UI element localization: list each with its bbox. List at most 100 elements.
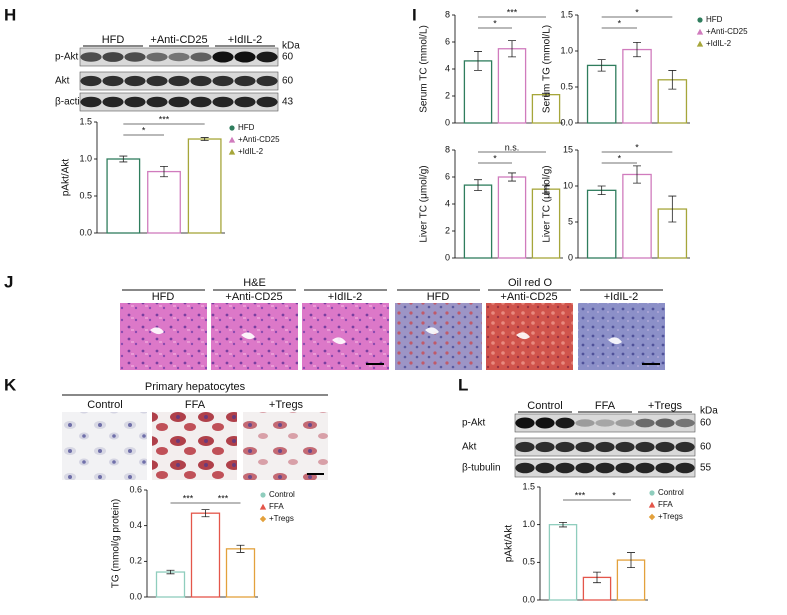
blot-band — [615, 441, 635, 453]
significance-label: * — [493, 18, 497, 28]
error-bar — [627, 552, 635, 569]
blot-band — [234, 75, 256, 87]
blot-size: 60 — [282, 52, 294, 63]
legend-symbol — [697, 17, 703, 23]
blot-band — [555, 417, 575, 429]
blot-band — [515, 417, 535, 429]
blot-band — [575, 462, 595, 474]
blot-band — [535, 441, 555, 453]
blot-band — [635, 418, 655, 428]
error-bar — [668, 195, 677, 223]
y-tick-label: 1.5 — [522, 481, 535, 491]
bar — [463, 184, 493, 259]
y-tick-label: 0 — [445, 117, 450, 127]
bar — [225, 548, 256, 598]
blot-band — [146, 52, 168, 62]
blot-band — [655, 441, 675, 453]
blot-band — [515, 462, 535, 474]
y-axis-label: Serum TC (mmol/L) — [419, 25, 430, 113]
y-tick-label: 1.5 — [560, 9, 573, 19]
error-bar — [508, 40, 516, 58]
stain-group-label: +Anti-CD25 — [500, 291, 557, 303]
y-tick-label: 0.5 — [560, 81, 573, 91]
bar — [187, 138, 222, 234]
legend-label: Control — [269, 490, 295, 499]
blot-band — [515, 441, 535, 453]
error-bar — [593, 571, 601, 584]
blot-band — [555, 441, 575, 453]
blot-band — [124, 96, 146, 108]
blot-band — [212, 75, 234, 87]
error-bar — [474, 179, 482, 191]
blot-band — [635, 462, 655, 474]
legend-label: +IdIL-2 — [706, 39, 732, 48]
stain-group-label: HFD — [152, 291, 175, 303]
error-bar — [200, 137, 209, 141]
error-bar — [668, 70, 677, 90]
legend-label: FFA — [658, 500, 673, 509]
legend-symbol — [648, 513, 656, 521]
blot-band — [675, 462, 695, 474]
error-bar — [542, 92, 550, 97]
legend-symbol — [649, 490, 655, 496]
blot-band — [102, 75, 124, 87]
legend-label: HFD — [706, 15, 723, 24]
significance-label: *** — [183, 493, 194, 503]
y-tick-label: 2 — [445, 90, 450, 100]
y-tick-label: 1.0 — [560, 45, 573, 55]
histology-image — [578, 303, 665, 370]
vessel — [241, 332, 255, 340]
significance-label: * — [635, 142, 639, 152]
y-tick-label: 0.6 — [129, 484, 142, 494]
blot-band — [256, 51, 278, 63]
legend-symbol — [259, 515, 267, 523]
blot-group-label: +Anti-CD25 — [150, 34, 207, 46]
legend-symbol — [260, 492, 266, 498]
blot-protein: p-Akt — [462, 418, 486, 429]
bar — [497, 48, 527, 124]
stain-group-label: HFD — [427, 291, 450, 303]
y-tick-label: 0.0 — [129, 591, 142, 601]
bar — [586, 189, 617, 259]
blot-band — [80, 75, 102, 87]
y-tick-label: 2 — [445, 225, 450, 235]
error-bar — [474, 51, 482, 71]
blot-group-label: +Tregs — [648, 400, 683, 412]
blot-size: 60 — [700, 442, 712, 453]
blot-band — [234, 51, 256, 63]
legend-symbol — [228, 148, 236, 155]
panel-letter: H — [4, 5, 16, 24]
error-bar — [119, 155, 128, 163]
bar — [622, 48, 652, 124]
bar — [586, 64, 617, 124]
stain-group-label: +IdIL-2 — [328, 291, 363, 303]
hepatocyte-image — [62, 412, 147, 480]
error-bar — [597, 59, 606, 72]
blot-band — [635, 441, 655, 453]
y-axis-label: Liver TC (μmol/g) — [542, 165, 553, 242]
blot-group-label: HFD — [102, 34, 125, 46]
significance-label: *** — [507, 7, 518, 17]
blot-band — [146, 96, 168, 108]
y-tick-label: 6 — [445, 171, 450, 181]
legend-symbol — [259, 503, 267, 510]
blot-group-label: +IdIL-2 — [228, 34, 263, 46]
y-tick-label: 1.0 — [79, 153, 92, 163]
blot-protein: β-actin — [55, 97, 85, 108]
bar — [106, 158, 141, 234]
vessel — [608, 337, 622, 345]
blot-band — [675, 441, 695, 453]
y-tick-label: 0.0 — [522, 594, 535, 604]
blot-band — [575, 419, 595, 427]
blot-size: 60 — [282, 76, 294, 87]
blot-band — [102, 52, 124, 62]
y-axis-label: TG (mmol/g protein) — [111, 499, 122, 588]
y-axis-label: pAkt/Akt — [61, 159, 72, 196]
blot-band — [615, 462, 635, 474]
y-tick-label: 4 — [445, 198, 450, 208]
vessel — [516, 332, 530, 340]
blot-band — [595, 441, 615, 453]
legend-label: FFA — [269, 502, 284, 511]
y-tick-label: 0 — [445, 252, 450, 262]
blot-unit: kDa — [700, 406, 718, 417]
